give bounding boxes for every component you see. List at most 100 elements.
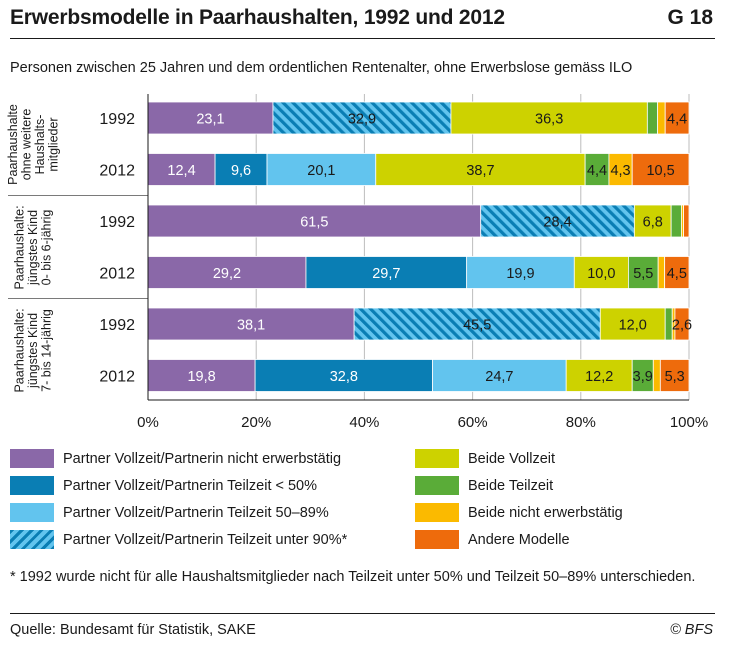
legend-item: Beide nicht erwerbstätig [415,503,623,522]
data-label: 28,4 [543,215,571,231]
chart-code: G 18 [667,6,713,29]
year-label: 2012 [99,266,135,283]
data-label: 32,9 [348,112,376,128]
data-label: 45,5 [463,318,491,334]
legend-item: Partner Vollzeit/Partnerin Teilzeit unte… [10,530,347,549]
bar-segment [147,359,256,392]
year-label: 1992 [99,317,135,334]
group-label-line: ohne weitere [19,109,33,181]
data-label: 36,3 [535,112,563,128]
bar-segment [147,307,355,341]
legend-item: Beide Vollzeit [415,449,555,468]
top-rule [10,38,715,39]
data-label: 24,7 [485,369,513,385]
x-tick-label: 40% [349,414,379,431]
legend-swatch [415,449,459,468]
bar-segment [272,101,452,135]
x-tick-label: 20% [241,414,271,431]
group-label: Paarhaushalte:jüngstes Kind0- bis 6-jähr… [13,205,54,289]
bar-segment [353,307,601,341]
bar-segment [674,307,690,341]
group-label-line: 7- bis 14-jährig [40,309,54,392]
data-label: 4,3 [610,163,630,179]
bar-segment [254,359,433,392]
data-label: 19,9 [506,266,534,282]
bar-segment [646,101,659,135]
bar-segment [657,101,666,135]
bar-segment [450,101,648,135]
bar-segment [565,359,633,392]
x-tick-label: 0% [137,414,159,431]
group-label-line: Haushalts- [33,115,47,175]
bar-segment [599,307,666,341]
legend-label: Beide nicht erwerbstätig [468,504,623,521]
data-label: 4,4 [587,163,607,179]
bar-segment [659,359,690,392]
legend-label: Beide Teilzeit [468,477,554,494]
data-label: 4,4 [667,112,687,128]
group-label: Paarhaushalteohne weitereHaushalts-mitgl… [6,104,61,185]
bar-segment [573,256,629,289]
legend-label: Partner Vollzeit/Partnerin nicht erwerbs… [63,450,342,467]
stacked-bar-chart: 0% 20% 40% 60% 80% 100% Paarhaushalteohne weit… [6,94,708,431]
legend-swatch [415,530,459,549]
group-label: Paarhaushalte:jüngstes Kind7- bis 14-jäh… [13,308,54,392]
data-label: 23,1 [196,112,224,128]
data-label: 5,5 [633,266,653,282]
legend-swatch [415,476,459,495]
chart-title: Erwerbsmodelle in Paarhaushalten, 1992 u… [10,6,505,29]
legend-label: Partner Vollzeit/Partnerin Teilzeit unte… [63,531,348,548]
data-label: 61,5 [300,215,328,231]
x-tick-label: 60% [458,414,488,431]
bar-segment [466,256,575,289]
data-label: 4,5 [667,266,687,282]
data-label: 6,8 [643,215,663,231]
legend-swatch [10,449,54,468]
bar-segment [631,153,690,186]
bar-segment [628,256,659,289]
group-label-line: jüngstes Kind [26,313,40,389]
chart-subtitle: Personen zwischen 25 Jahren und dem orde… [10,60,633,76]
data-label: 10,0 [587,266,615,282]
data-label: 5,3 [665,369,685,385]
year-label: 1992 [99,111,135,128]
bar-segment [147,204,482,238]
legend-item: Partner Vollzeit/Partnerin Teilzeit < 50… [10,476,317,495]
legend-label: Partner Vollzeit/Partnerin Teilzeit < 50… [63,477,318,494]
legend-label: Beide Vollzeit [468,450,556,467]
group-label-line: jüngstes Kind [26,210,40,286]
x-tick-label: 80% [566,414,596,431]
bar-segment [214,153,268,186]
data-label: 38,1 [237,318,265,334]
bar-segment [305,256,468,289]
legend: Partner Vollzeit/Partnerin nicht erwerbs… [10,449,720,557]
x-tick-label: 100% [670,414,708,431]
legend-item: Beide Teilzeit [415,476,553,495]
group-label-line: Paarhaushalte: [13,308,27,392]
data-label: 9,6 [231,163,251,179]
group-label-line: Paarhaushalte: [13,205,27,289]
year-label: 1992 [99,214,135,231]
data-label: 12,0 [619,318,647,334]
legend-item: Partner Vollzeit/Partnerin Teilzeit 50–8… [10,503,329,522]
data-label: 19,8 [187,369,215,385]
group-label-line: Paarhaushalte [6,104,20,185]
legend-swatch [10,476,54,495]
bottom-rule [10,613,715,614]
bar-segment [652,359,661,392]
group-label-line: 0- bis 6-jährig [40,210,54,286]
data-label: 32,8 [330,369,358,385]
bar-segment [375,153,586,186]
data-label: 20,1 [307,163,335,179]
legend-swatch [10,530,54,549]
footnote: * 1992 wurde nicht für alle Haushaltsmit… [10,569,696,585]
bar-segment [657,256,666,289]
year-label: 2012 [99,369,135,386]
legend-swatch [415,503,459,522]
data-label: 38,7 [466,163,494,179]
bar-segment [670,204,682,238]
copyright-text: © BFS [670,622,713,638]
legend-label: Andere Modelle [468,531,570,548]
bar-segment [480,204,635,238]
bar-segment [664,256,690,289]
